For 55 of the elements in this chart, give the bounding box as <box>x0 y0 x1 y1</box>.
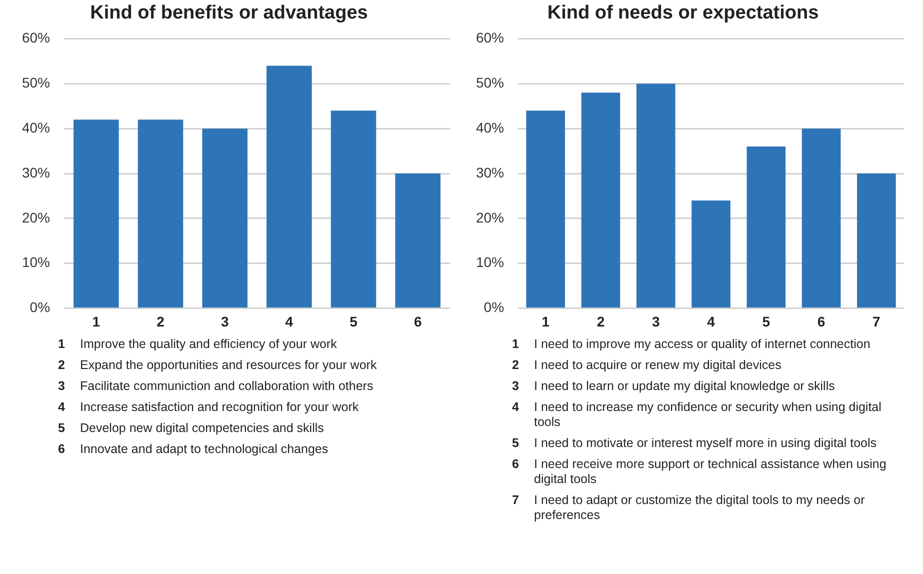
category-label: 1 <box>58 337 65 351</box>
x-tick-label: 5 <box>350 313 358 330</box>
text: Innovate and adapt to technological changes <box>80 442 328 457</box>
category-label: 3 <box>58 379 65 393</box>
text: I need to motivate or interest myself more in using digital tools <box>534 436 877 451</box>
text: Expand the opportunities and resources for your work <box>80 358 377 373</box>
category-label: 6 <box>512 457 519 471</box>
x-tick-label: 1 <box>542 313 550 330</box>
x-tick-label: 5 <box>762 313 770 330</box>
x-tick-label: 2 <box>156 313 165 330</box>
text: Develop new digital competencies and skills <box>80 421 324 436</box>
x-tick-label: 3 <box>220 313 229 330</box>
category-label: 4 <box>58 400 65 414</box>
category-label: 1 <box>512 337 519 351</box>
category-label: 5 <box>58 421 65 435</box>
x-tick-label: 4 <box>707 313 716 330</box>
text: Increase satisfaction and recognition for your work <box>80 400 359 415</box>
text: I need to acquire or renew my digital devices <box>534 358 782 373</box>
text: I need to adapt or customize the digital tools to my needs or preferences <box>534 493 866 523</box>
x-tick-label: 6 <box>817 313 826 330</box>
text: Improve the quality and efficiency of your work <box>80 337 337 352</box>
y-tick-label: 10% <box>22 254 50 270</box>
category-label: 3 <box>512 379 519 393</box>
y-tick-label: 50% <box>476 74 504 91</box>
y-tick-label: 60% <box>22 30 50 46</box>
y-tick-label: 0% <box>484 299 504 316</box>
category-label: 7 <box>512 493 519 507</box>
text: I need to increase my confidence or security when using digital tools <box>534 400 882 430</box>
y-tick-label: 50% <box>22 74 50 91</box>
x-tick-label: 3 <box>652 313 660 330</box>
chart-title: Kind of benefits or advantages <box>90 2 368 24</box>
text: Facilitate communiction and collaboration with others <box>80 379 374 394</box>
category-label: 4 <box>512 400 519 414</box>
text: I need to learn or update my digital knowledge or skills <box>534 379 835 394</box>
x-tick-label: 2 <box>596 313 605 330</box>
text: I need receive more support or technical assistance when using digital tools <box>534 457 888 487</box>
x-tick-label: 7 <box>872 313 881 330</box>
y-tick-label: 10% <box>476 254 504 270</box>
y-tick-label: 60% <box>476 30 504 46</box>
y-tick-label: 30% <box>22 164 50 180</box>
chart-title: Kind of needs or expectations <box>547 2 819 24</box>
y-tick-label: 40% <box>476 119 504 136</box>
y-tick-label: 20% <box>22 209 50 226</box>
category-label: 6 <box>58 442 65 456</box>
x-tick-label: 1 <box>92 313 100 330</box>
category-label: 5 <box>512 436 519 450</box>
x-tick-label: 6 <box>414 313 422 330</box>
y-tick-label: 0% <box>30 299 50 316</box>
y-tick-label: 40% <box>22 119 50 136</box>
text: I need to improve my access or quality of internet connection <box>534 337 870 352</box>
y-tick-label: 20% <box>476 209 504 226</box>
category-label: 2 <box>58 358 65 372</box>
category-label: 2 <box>512 358 519 372</box>
x-tick-label: 4 <box>285 313 294 330</box>
y-tick-label: 30% <box>476 164 504 180</box>
